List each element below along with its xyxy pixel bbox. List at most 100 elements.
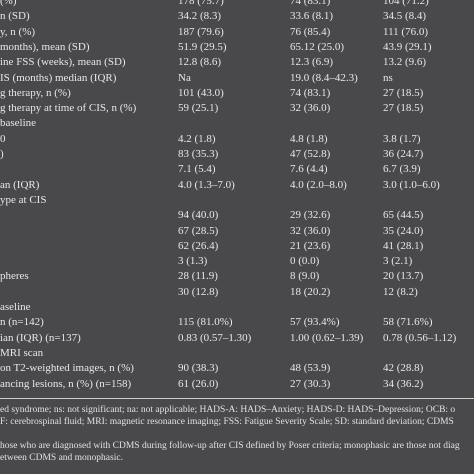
- cell-value: 12.8 (8.6): [178, 56, 222, 69]
- row-label: IS (months) median (IQR): [0, 71, 117, 84]
- cell-value: 12.3 (6.9): [290, 56, 334, 69]
- cell-value: 32 (36.0): [290, 102, 331, 115]
- cell-value: Na: [178, 71, 191, 84]
- table-row: aseline: [0, 299, 474, 315]
- cell-value: 58 (71.6%): [383, 316, 433, 329]
- footnote-line: hose who are diagnosed with CDMS during …: [0, 441, 460, 451]
- table-row: baseline: [0, 115, 474, 131]
- cell-value: 3.8 (1.7): [383, 132, 421, 145]
- table-row: 3 (1.3) 0 (0.0) 3 (2.1): [0, 253, 474, 269]
- cell-value: 28 (11.9): [178, 270, 218, 283]
- row-label: months), mean (SD): [0, 40, 90, 53]
- cell-value: 94 (40.0): [178, 209, 219, 222]
- row-label: ine FSS (weeks), mean (SD): [0, 56, 126, 69]
- table-row: IS (months) median (IQR) Na 19.0 (8.4–42.3…: [0, 70, 474, 86]
- cell-value: 4.8 (1.8): [290, 132, 328, 145]
- cell-value: 57 (93.4%): [290, 316, 340, 329]
- cell-value: 27 (18.5): [383, 86, 424, 99]
- row-label: ian (IQR) (n=137): [0, 331, 81, 344]
- table-row: 67 (28.5) 32 (36.0) 35 (24.0): [0, 223, 474, 239]
- cell-value: 62 (26.4): [178, 239, 219, 252]
- cell-value: 76 (85.4): [290, 25, 331, 38]
- cell-value: 3 (1.3): [178, 255, 208, 268]
- cell-value: 43.9 (29.1): [383, 40, 432, 53]
- table-row: 0 4.2 (1.8) 4.8 (1.8) 3.8 (1.7): [0, 131, 474, 147]
- cell-value: 115 (81.0%): [178, 316, 233, 329]
- cell-value: 65 (44.5): [383, 209, 424, 222]
- cell-value: 27 (30.3): [290, 377, 331, 390]
- cell-value: 21 (23.6): [290, 239, 331, 252]
- table-row: g therapy at time of CIS, n (%) 59 (25.1)…: [0, 100, 474, 116]
- cell-value: 12 (8.2): [383, 285, 418, 298]
- row-label: ancing lesions, n (%) (n=158): [0, 377, 132, 390]
- cell-value: 4.0 (1.3–7.0): [178, 178, 235, 191]
- table-row: ancing lesions, n (%) (n=158) 61 (26.0) 27…: [0, 376, 474, 392]
- cell-value: 51.9 (29.5): [178, 40, 227, 53]
- cell-value: 36 (24.7): [383, 148, 424, 160]
- row-label: 0: [0, 132, 6, 145]
- row-label: g therapy at time of CIS, n (%): [0, 102, 137, 115]
- cell-value: 1.00 (0.62–1.39): [290, 331, 364, 344]
- footnote-line: F: cerebrospinal fluid; MRI: magnetic re…: [0, 417, 454, 427]
- cell-value: 0.83 (0.57–1.30): [178, 331, 252, 344]
- row-label: n (SD): [0, 10, 30, 23]
- cell-value: 35 (24.0): [383, 224, 424, 237]
- table-row: g therapy, n (%) 101 (43.0) 74 (83.1) 27 (1…: [0, 85, 474, 101]
- row-label: aseline: [0, 301, 31, 313]
- cell-value: 111 (76.0): [383, 25, 429, 38]
- cell-value: 33.6 (8.1): [290, 10, 334, 23]
- cell-value: 178 (75.7): [178, 0, 224, 7]
- cell-value: 61 (26.0): [178, 377, 219, 390]
- cell-value: 30 (12.8): [178, 285, 219, 298]
- cell-value: 47 (52.8): [290, 148, 331, 160]
- cell-value: 101 (43.0): [178, 86, 224, 99]
- row-label: g therapy, n (%): [0, 86, 71, 99]
- cell-value: 7.6 (4.4): [290, 163, 328, 176]
- cell-value: 74 (83.1): [290, 0, 331, 7]
- cell-value: 13.2 (9.6): [383, 56, 427, 69]
- cell-value: 0.78 (0.56–1.12): [383, 331, 457, 344]
- row-label: pheres: [0, 270, 29, 283]
- table-row: (%) 178 (75.7) 74 (83.1) 104 (71.2): [0, 0, 474, 9]
- cell-value: 18 (20.2): [290, 285, 331, 298]
- table-row: 30 (12.8) 18 (20.2) 12 (8.2): [0, 284, 474, 300]
- row-label: n (n=142): [0, 316, 44, 329]
- cell-value: 0 (0.0): [290, 255, 320, 268]
- row-label: MRI scan: [0, 346, 44, 359]
- footnote-line: ed syndrome; ns: not significant; na: no…: [0, 405, 456, 415]
- row-label: (%): [0, 0, 17, 7]
- row-label: y, n (%): [0, 25, 36, 38]
- table-row: pheres 28 (11.9) 8 (9.0) 20 (13.7): [0, 268, 474, 284]
- table-row: MRI scan: [0, 345, 474, 361]
- cell-value: 104 (71.2): [383, 0, 429, 7]
- cell-value: 20 (13.7): [383, 270, 424, 283]
- cell-value: 4.2 (1.8): [178, 132, 216, 145]
- table-row: ype at CIS: [0, 192, 474, 208]
- cell-value: 19.0 (8.4–42.3): [290, 71, 358, 84]
- cell-value: 42 (28.8): [383, 362, 424, 375]
- cell-value: 27 (18.5): [383, 102, 424, 115]
- row-label: on T2-weighted images, n (%): [0, 362, 134, 375]
- cell-value: 34.5 (8.4): [383, 10, 427, 23]
- table-bottom-rule: [0, 398, 474, 399]
- cell-value: 41 (28.1): [383, 239, 424, 252]
- table-row: ) 83 (35.3) 47 (52.8) 36 (24.7): [0, 146, 474, 162]
- row-label: baseline: [0, 117, 37, 130]
- cell-value: 90 (38.3): [178, 362, 219, 375]
- table-row: y, n (%) 187 (79.6) 76 (85.4) 111 (76.0): [0, 24, 474, 40]
- table-row: ine FSS (weeks), mean (SD) 12.8 (8.6) 12.3…: [0, 54, 474, 70]
- table-row: n (n=142) 115 (81.0%) 57 (93.4%) 58 (71.6%): [0, 314, 474, 330]
- table-row: on T2-weighted images, n (%) 90 (38.3) 48 …: [0, 360, 474, 376]
- row-label: ype at CIS: [0, 193, 47, 206]
- cell-value: 32 (36.0): [290, 224, 331, 237]
- table-row: 94 (40.0) 29 (32.6) 65 (44.5): [0, 207, 474, 223]
- cell-value: 8 (9.0): [290, 270, 320, 283]
- table-row: ian (IQR) (n=137) 0.83 (0.57–1.30) 1.00 (0…: [0, 330, 474, 346]
- cell-value: 83 (35.3): [178, 148, 219, 160]
- row-label: ): [0, 148, 4, 160]
- row-label: an (IQR): [0, 178, 40, 191]
- cell-value: ns: [383, 71, 393, 84]
- footnote-line: etween CDMS and monophasic.: [0, 453, 123, 463]
- table-row: an (IQR) 4.0 (1.3–7.0) 4.0 (2.0–8.0) 3.0 (1…: [0, 177, 474, 193]
